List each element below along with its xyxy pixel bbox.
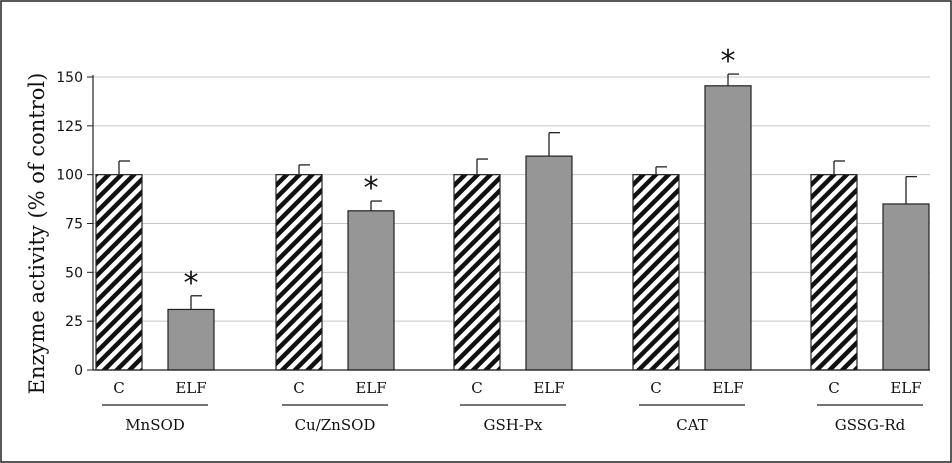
significance-marker: * [184, 266, 199, 301]
bars [95, 73, 930, 371]
condition-label: ELF [712, 379, 743, 397]
condition-label: C [293, 379, 304, 397]
bar-control [810, 174, 858, 371]
bar-elf [167, 308, 215, 371]
condition-label: C [471, 379, 482, 397]
condition-label: C [650, 379, 661, 397]
group-label: GSH-Px [484, 416, 544, 434]
y-axis-title: Enzyme activity (% of control) [25, 73, 49, 395]
bar-elf [525, 155, 573, 371]
condition-label: C [113, 379, 124, 397]
significance-marker: * [364, 171, 379, 206]
y-tick-label: 0 [74, 363, 83, 379]
y-tick-label: 75 [65, 217, 83, 233]
group-label: CAT [676, 416, 708, 434]
y-tick-label: 25 [65, 314, 83, 330]
bar-control [275, 174, 323, 371]
axes [87, 75, 930, 406]
group-label: Cu/ZnSOD [295, 416, 376, 434]
condition-label: ELF [175, 379, 206, 397]
condition-label: ELF [355, 379, 386, 397]
labels: 0 25 50 75 100 125 150 Enzyme activity (% of co… [25, 44, 922, 434]
y-tick-label: 50 [65, 265, 83, 281]
condition-label: C [828, 379, 839, 397]
group-label: MnSOD [125, 416, 185, 434]
bar-control [632, 174, 680, 371]
bar-elf [704, 85, 752, 371]
bar-elf [347, 210, 395, 371]
significance-marker: * [721, 44, 736, 79]
y-tick-label: 150 [56, 70, 83, 86]
y-tick-label: 125 [56, 119, 83, 135]
condition-label: ELF [533, 379, 564, 397]
group-label: GSSG-Rd [835, 416, 906, 434]
bar-elf [882, 203, 930, 371]
bar-control [453, 174, 501, 371]
bar-control [95, 174, 143, 371]
y-tick-label: 100 [56, 168, 83, 184]
gridlines [93, 76, 930, 322]
condition-label: ELF [890, 379, 921, 397]
